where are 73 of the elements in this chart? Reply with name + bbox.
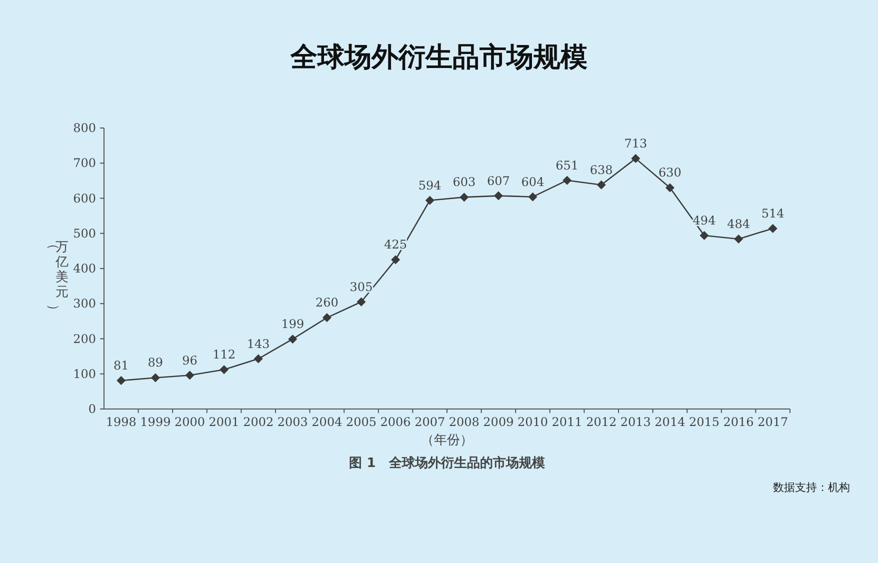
data-label: 651 — [556, 158, 579, 172]
x-tick-label: 2009 — [483, 415, 514, 429]
x-tick-label: 2000 — [174, 415, 206, 429]
text: 数据支持：机构 — [773, 481, 850, 494]
data-label: 638 — [590, 162, 613, 177]
data-label: 713 — [624, 136, 648, 151]
point — [768, 224, 778, 233]
y-tick-label: 600 — [73, 191, 96, 206]
data-label: 143 — [246, 336, 270, 351]
x-tick-label: 2002 — [243, 415, 274, 429]
point — [425, 196, 434, 205]
point — [220, 365, 229, 374]
x-tick-label: 2005 — [346, 415, 377, 429]
point — [356, 297, 366, 306]
x-tick-label: 2017 — [758, 415, 788, 429]
data-label: 305 — [350, 280, 373, 294]
point — [700, 230, 709, 240]
point — [734, 234, 744, 244]
data-label: 630 — [658, 166, 682, 180]
point — [116, 376, 126, 386]
x-tick-label: 2016 — [723, 415, 754, 429]
point — [391, 255, 400, 264]
point — [528, 192, 538, 202]
point — [494, 191, 503, 200]
y-tick-label: 500 — [73, 226, 96, 240]
point — [460, 192, 469, 202]
x-axis-title: （年份） — [421, 433, 473, 448]
x-tick-label: 2007 — [414, 415, 446, 429]
point — [562, 176, 572, 185]
data-label: 603 — [452, 175, 476, 190]
point — [185, 370, 194, 380]
point — [631, 154, 640, 164]
data-label: 494 — [692, 213, 716, 228]
data-label: 604 — [521, 174, 545, 189]
data-label: 89 — [148, 356, 164, 370]
point — [288, 334, 298, 344]
x-tick-label: 2015 — [688, 415, 720, 429]
chart-title: 全球场外衍生品市场规模 — [290, 42, 588, 73]
data-label: 81 — [114, 358, 129, 373]
y-tick-label: 700 — [73, 156, 96, 170]
data-label: 199 — [281, 317, 304, 332]
x-tick-label: 2006 — [380, 415, 411, 429]
x-tick-label: 2008 — [448, 415, 480, 429]
x-tick-label: 2012 — [586, 415, 617, 429]
y-tick-label: 300 — [73, 296, 96, 311]
point — [322, 313, 332, 322]
x-tick-label: 2001 — [208, 415, 240, 429]
data-label: 112 — [212, 348, 236, 362]
y-tick-label: 400 — [73, 262, 96, 276]
data-label: 96 — [182, 353, 198, 368]
caption: 图 1 全球场外衍生品的市场规模 — [349, 455, 545, 471]
x-tick-label: 2010 — [517, 415, 548, 429]
x-tick-label: 2003 — [277, 415, 308, 429]
y-tick-label: 0 — [88, 402, 96, 416]
data-label: 260 — [315, 296, 338, 310]
y-tick-label: 200 — [73, 332, 96, 346]
x-tick-label: 2004 — [312, 415, 343, 429]
y-tick-label: 800 — [73, 121, 96, 135]
x-tick-label: 2013 — [620, 415, 651, 429]
point — [150, 373, 160, 382]
data-label: 514 — [761, 206, 785, 220]
x-tick-label: 2011 — [552, 415, 582, 429]
point — [254, 354, 263, 364]
point — [596, 180, 606, 190]
x-tick-label: 2014 — [654, 415, 686, 429]
point — [665, 183, 674, 192]
y-tick-label: 100 — [73, 366, 96, 381]
y-axis-title: （万亿美元） — [46, 237, 68, 317]
data-label: 607 — [486, 174, 510, 188]
data-label: 484 — [727, 216, 750, 231]
x-tick-label: 1998 — [106, 415, 136, 429]
x-tick-label: 1999 — [140, 415, 171, 429]
data-label: 594 — [418, 178, 442, 192]
